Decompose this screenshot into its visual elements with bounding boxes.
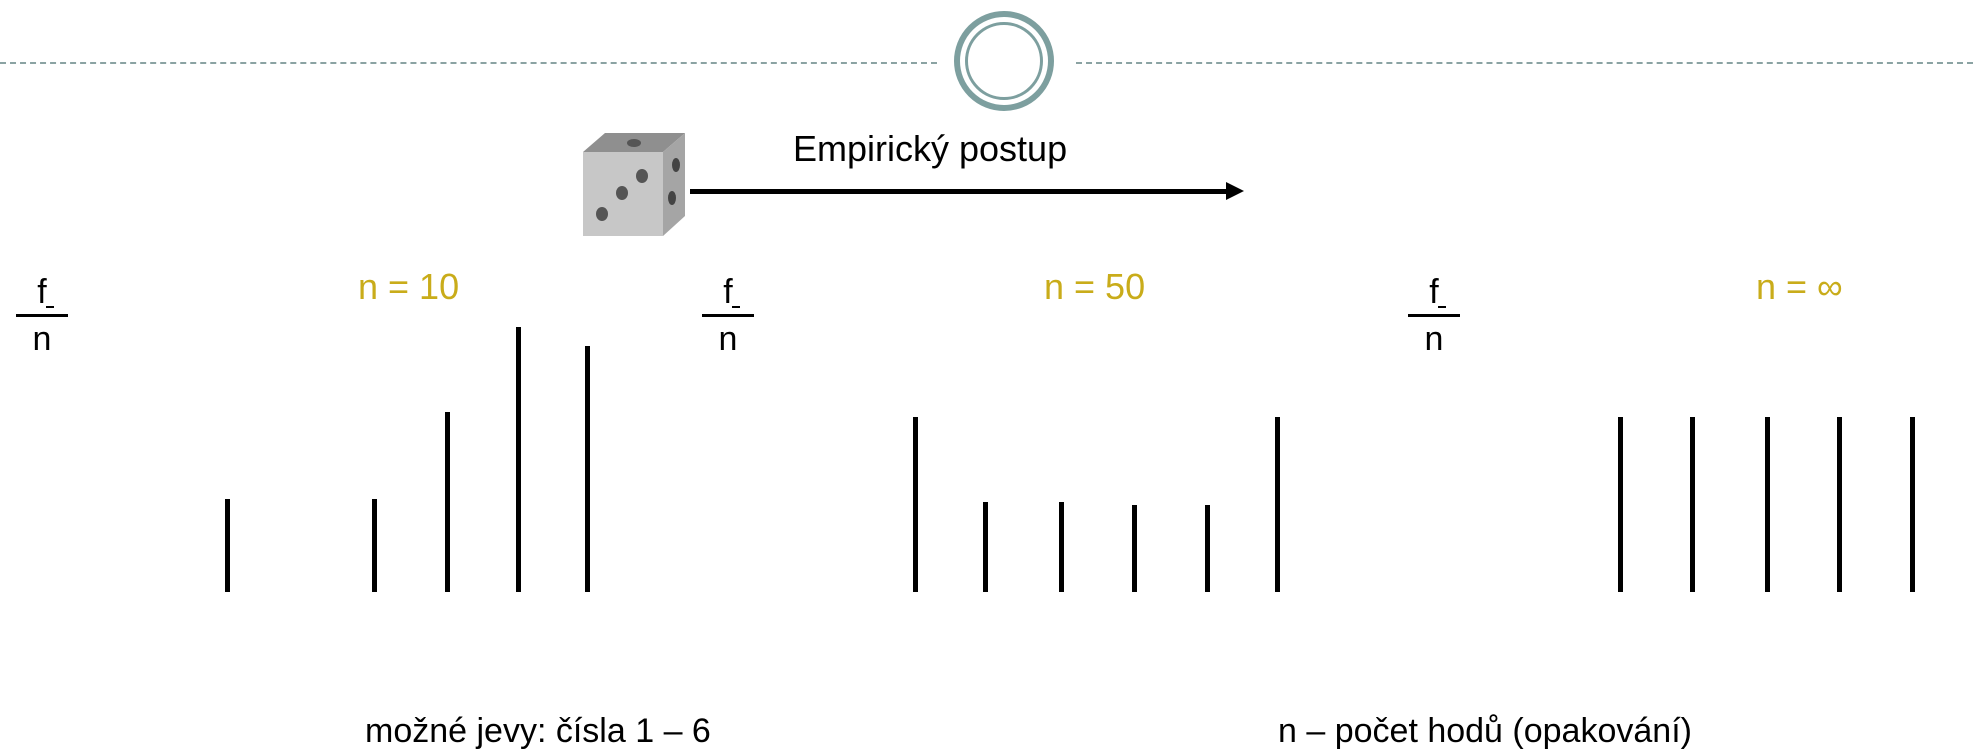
frequency-stick	[1059, 502, 1064, 592]
fraction-denominator: n	[718, 320, 738, 358]
frequency-stick	[1837, 417, 1842, 592]
fraction-numerator: f	[1404, 272, 1464, 312]
fraction-2: f n	[698, 272, 758, 359]
header-divider-right	[1076, 62, 1973, 64]
footer-count: n – počet hodů (opakování)	[1278, 712, 1692, 750]
frequency-stick	[1765, 417, 1770, 592]
fraction-numerator: f	[698, 272, 758, 312]
frequency-stick	[585, 346, 590, 592]
footer-events: možné jevy: čísla 1 – 6	[365, 712, 711, 750]
frequency-stick	[1618, 417, 1623, 592]
arrow-label: Empirický postup	[793, 128, 1068, 169]
arrow-head	[1226, 182, 1244, 200]
fraction-denominator: n	[1424, 320, 1444, 358]
fraction-denominator: n	[32, 320, 52, 358]
n-label-50: n = 50	[1044, 266, 1146, 307]
fraction-bar	[16, 314, 68, 317]
header-divider-left	[0, 62, 937, 64]
frequency-stick	[1690, 417, 1695, 592]
frequency-stick	[1132, 505, 1137, 592]
frequency-stick	[372, 499, 377, 592]
n-label-infinity: n = ∞	[1756, 266, 1843, 307]
fraction-1: f n	[12, 272, 72, 359]
frequency-stick	[913, 417, 918, 592]
fraction-3: f n	[1404, 272, 1464, 359]
frequency-stick	[516, 327, 521, 592]
frequency-stick	[1910, 417, 1915, 592]
fraction-numerator: f	[12, 272, 72, 312]
dice-icon	[583, 133, 685, 236]
frequency-stick	[1205, 505, 1210, 592]
arrow-shaft	[690, 189, 1228, 194]
ring-ornament-inner	[965, 22, 1043, 100]
frequency-stick	[445, 412, 450, 592]
frequency-stick	[983, 502, 988, 592]
frequency-stick	[1275, 417, 1280, 592]
fraction-bar	[702, 314, 754, 317]
n-label-10: n = 10	[358, 266, 460, 307]
fraction-bar	[1408, 314, 1460, 317]
frequency-stick	[225, 499, 230, 592]
